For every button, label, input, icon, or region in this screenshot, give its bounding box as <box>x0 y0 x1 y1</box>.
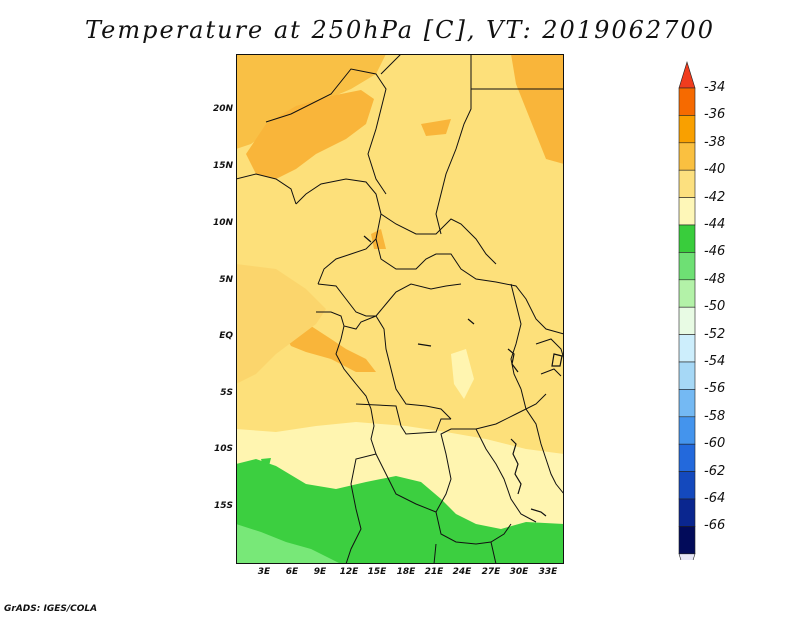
lon-label-9e: 9E <box>313 567 327 577</box>
colorbar-segment <box>678 498 696 527</box>
map-frame <box>236 54 564 564</box>
colorbar-segment <box>678 115 696 144</box>
colorbar-arrow-top <box>678 60 696 89</box>
fill-minus38-gabon <box>281 326 376 372</box>
fill-minus44-speck <box>261 458 271 466</box>
colorbar-label: -64 <box>704 491 726 506</box>
fill-minus46 <box>236 524 341 564</box>
colorbar-segment <box>678 252 696 281</box>
colorbar-segment <box>678 87 696 116</box>
fill-minus38-sahara <box>246 90 374 179</box>
colorbar-segment <box>678 443 696 472</box>
colorbar-segment <box>678 334 696 363</box>
colorbar-label: -58 <box>704 408 726 424</box>
colorbar-label: -52 <box>704 326 726 342</box>
lat-label-10s: 10S <box>213 444 233 454</box>
colorbar-segments <box>678 60 696 560</box>
colorbar-arrow-bottom <box>678 553 696 560</box>
lat-label-5n: 5N <box>219 275 233 285</box>
colorbar-segment <box>678 142 696 171</box>
lat-label-eq: EQ <box>219 331 233 341</box>
colorbar-label: -44 <box>704 217 726 232</box>
fill-minus44 <box>236 459 564 564</box>
lon-label-27e: 27E <box>481 567 501 577</box>
colorbar-label: -42 <box>704 189 726 205</box>
colorbar <box>678 60 696 560</box>
lat-label-20n: 20N <box>212 104 233 114</box>
lon-label-12e: 12E <box>339 567 359 577</box>
colorbar-segment <box>678 471 696 500</box>
colorbar-label: -50 <box>704 299 726 315</box>
colorbar-label: -38 <box>704 134 726 150</box>
lon-label-24e: 24E <box>452 567 472 577</box>
colorbar-segment <box>678 389 696 418</box>
lon-label-30e: 30E <box>509 567 529 577</box>
fill-minus40-west-coast <box>236 264 326 384</box>
fill-minus38-northeast <box>511 54 564 164</box>
fill-minus38-small-b <box>371 229 386 249</box>
colorbar-label: -54 <box>704 354 726 369</box>
colorbar-label: -56 <box>704 381 726 397</box>
lon-label-3e: 3E <box>257 567 271 577</box>
colorbar-label: -46 <box>704 244 726 260</box>
temperature-map <box>236 54 564 564</box>
chart-title: Temperature at 250hPa [C], VT: 201906270… <box>85 16 715 44</box>
colorbar-segment <box>678 224 696 253</box>
colorbar-label: -34 <box>704 80 726 95</box>
lon-label-18e: 18E <box>396 567 416 577</box>
lon-label-21e: 21E <box>424 567 444 577</box>
colorbar-segment <box>678 416 696 445</box>
colorbar-label: -40 <box>704 162 726 178</box>
colorbar-segment <box>678 306 696 335</box>
colorbar-segment <box>678 197 696 226</box>
colorbar-label: -60 <box>704 436 726 452</box>
colorbar-segment <box>678 526 696 555</box>
colorbar-label: -48 <box>704 271 726 287</box>
colorbar-label: -36 <box>704 107 726 123</box>
fill-minus42-patch <box>451 349 474 399</box>
country-borders <box>236 54 564 564</box>
colorbar-segment <box>678 169 696 198</box>
lat-label-5s: 5S <box>220 388 233 398</box>
colorbar-label: -66 <box>704 518 726 534</box>
fill-minus38-small-a <box>421 119 451 136</box>
footer-credit: GrADS: IGES/COLA <box>4 604 98 614</box>
colorbar-segment <box>678 279 696 308</box>
lat-label-15s: 15S <box>213 501 233 511</box>
lon-label-33e: 33E <box>538 567 558 577</box>
colorbar-label: -62 <box>704 463 726 479</box>
lat-label-10n: 10N <box>212 218 233 228</box>
lon-label-15e: 15E <box>367 567 387 577</box>
lakes <box>363 235 563 517</box>
lon-label-6e: 6E <box>285 567 299 577</box>
lat-label-15n: 15N <box>212 161 233 171</box>
colorbar-segment <box>678 361 696 390</box>
